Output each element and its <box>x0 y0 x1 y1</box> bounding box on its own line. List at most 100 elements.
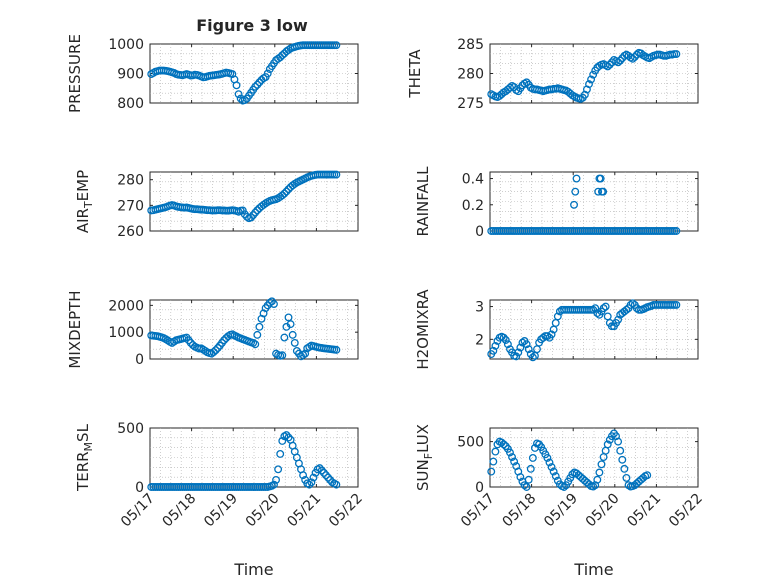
grid <box>150 428 358 487</box>
data-point <box>599 187 608 196</box>
series-markers <box>147 41 341 105</box>
data-point <box>489 346 498 355</box>
data-point <box>520 481 529 490</box>
data-point <box>614 315 623 324</box>
data-point <box>288 330 297 339</box>
data-point <box>510 457 519 466</box>
y-axis-label: PRESSURE <box>66 34 84 113</box>
data-point <box>220 336 228 345</box>
data-point <box>672 300 681 309</box>
data-point <box>614 437 623 446</box>
data-point <box>522 483 531 491</box>
data-point <box>284 45 293 54</box>
x-tick-label: 05/17 <box>118 491 158 531</box>
data-point <box>595 468 604 477</box>
data-point <box>672 50 681 58</box>
data-point <box>332 480 341 489</box>
data-point <box>499 333 508 342</box>
y-tick-label: 1000 <box>108 37 144 53</box>
data-point <box>508 453 516 461</box>
data-point <box>209 348 218 356</box>
data-point <box>528 353 537 362</box>
y-tick-label: 1000 <box>108 325 144 341</box>
x-tick-label: 05/19 <box>201 491 241 531</box>
y-tick-label: 280 <box>457 67 484 83</box>
data-point <box>506 448 514 457</box>
data-point <box>522 340 531 349</box>
series-markers <box>147 170 341 223</box>
data-point <box>614 58 623 67</box>
data-point <box>547 330 556 339</box>
y-tick-label: 0 <box>475 224 484 240</box>
data-point <box>596 174 605 183</box>
data-point <box>620 464 629 473</box>
y-axis-label: RAINFALL <box>414 166 432 237</box>
x-tick-label: 05/17 <box>458 491 498 531</box>
x-axis-label: Time <box>573 560 613 579</box>
data-point <box>512 352 521 361</box>
data-point <box>251 82 260 91</box>
plot-area <box>489 171 699 232</box>
data-point <box>603 440 612 449</box>
data-point <box>211 346 220 355</box>
data-point <box>524 345 533 354</box>
data-point <box>616 56 625 65</box>
data-point <box>593 309 602 318</box>
data-point <box>572 174 581 183</box>
y-tick-label: 800 <box>117 96 144 112</box>
y-tick-label: 900 <box>117 67 144 83</box>
x-tick-label: 05/20 <box>243 491 283 531</box>
data-point <box>234 90 243 99</box>
y-axis-label: AIRTEMP <box>74 170 95 233</box>
series-markers <box>487 299 681 362</box>
y-tick-label: 0 <box>475 480 484 496</box>
plot-area <box>149 171 359 232</box>
data-point <box>253 80 262 89</box>
data-point <box>618 455 627 464</box>
y-axis-label: THETA <box>406 49 424 99</box>
data-point <box>560 483 568 491</box>
y-tick-label: 0.4 <box>462 172 484 188</box>
data-point <box>522 78 531 87</box>
data-point <box>272 475 280 484</box>
y-tick-label: 285 <box>457 37 484 53</box>
data-point <box>594 187 603 196</box>
data-point <box>526 464 535 473</box>
data-point <box>543 454 552 462</box>
y-tick-label: 2 <box>475 332 484 348</box>
data-point <box>587 75 596 84</box>
panel-h2omixra: 2 3 H2OMIXRA <box>414 289 699 370</box>
data-point <box>276 450 285 458</box>
data-point <box>280 333 289 342</box>
data-point <box>489 457 498 466</box>
series-markers <box>487 429 652 491</box>
y-tick-label: 500 <box>117 421 144 437</box>
data-point <box>499 440 508 449</box>
series-markers <box>147 297 341 361</box>
data-point <box>622 473 631 482</box>
figure-title: Figure 3 low <box>196 16 308 35</box>
data-point <box>240 96 249 104</box>
x-tick-label: 05/22 <box>326 491 366 531</box>
x-tick-label: 05/18 <box>160 491 200 531</box>
series-markers <box>487 174 681 235</box>
data-point <box>305 480 314 489</box>
data-point <box>524 475 533 484</box>
data-point <box>547 463 556 471</box>
data-point <box>332 170 341 179</box>
data-point <box>553 312 562 321</box>
y-tick-label: 0 <box>135 480 144 496</box>
data-point <box>274 465 283 474</box>
data-point <box>487 467 496 476</box>
data-point <box>593 475 602 484</box>
series-markers <box>487 48 681 103</box>
data-point <box>603 62 612 71</box>
data-point <box>516 343 525 352</box>
panel-theta: 275 280 285 THETA <box>406 37 699 112</box>
data-point <box>315 464 324 473</box>
data-point <box>286 320 295 329</box>
data-point <box>643 471 652 480</box>
panel-air-temp: 260 270 280 AIRTEMP <box>74 170 359 240</box>
panel-sun-flux: 05/17 05/18 05/19 05/20 05/21 05/22 0 500 SUNFLU… <box>414 424 706 579</box>
